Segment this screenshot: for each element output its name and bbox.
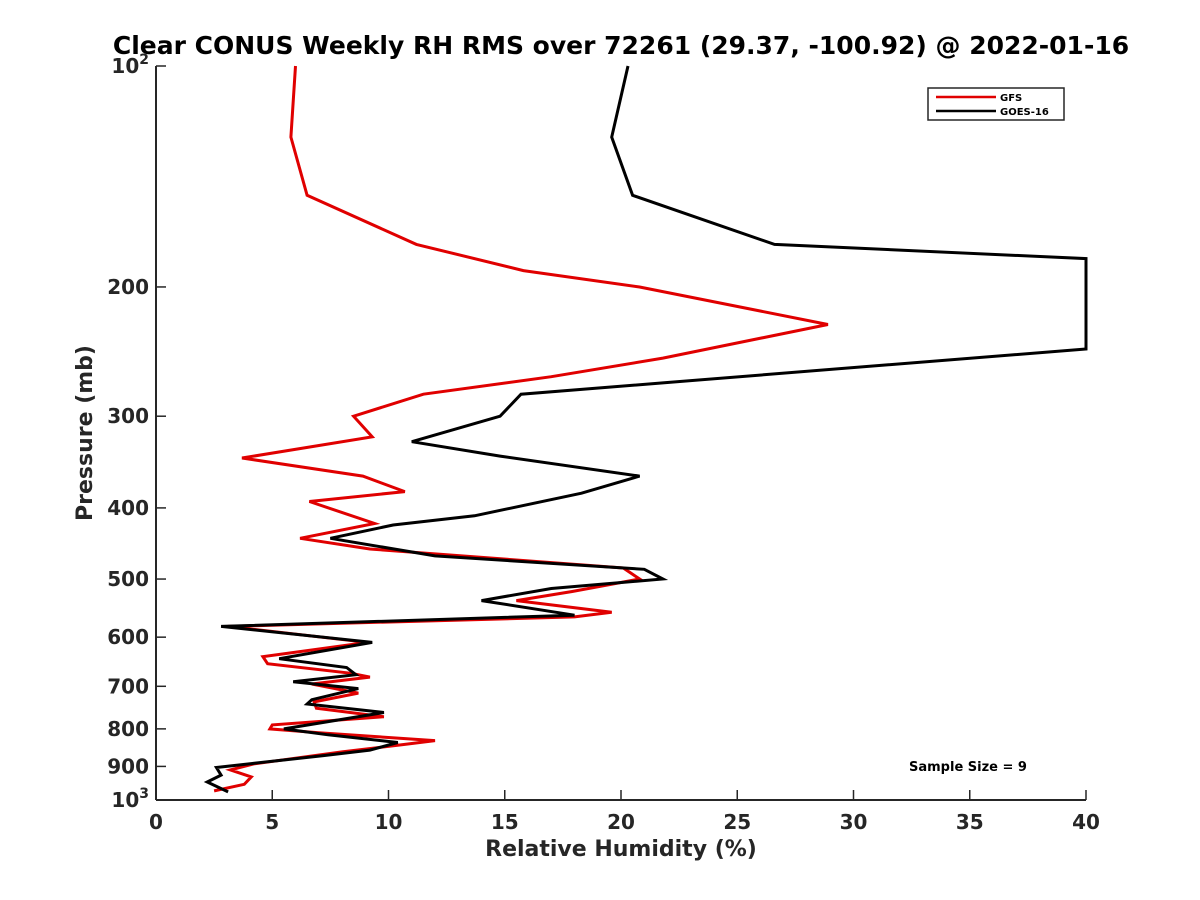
series-layer: [203, 65, 1088, 794]
x-tick-label: 10: [375, 810, 403, 834]
x-axis-label: Relative Humidity (%): [485, 837, 757, 862]
legend-label-gfs: GFS: [1000, 93, 1022, 104]
legend-box: [927, 87, 1065, 121]
y-tick-label: 200: [107, 275, 149, 299]
y-tick-label: 400: [107, 496, 149, 520]
x-ticks: 0 5 10 15 20 25 30 35 40: [149, 790, 1100, 834]
y-axis-label: Pressure (mb): [73, 345, 98, 521]
x-tick-label: 5: [265, 810, 279, 834]
y-tick-label: 800: [107, 717, 149, 741]
legend-label-goes-16: GOES-16: [1000, 107, 1049, 118]
x-tick-label: 35: [956, 810, 984, 834]
y-tick-label: 300: [107, 404, 149, 428]
x-tick-label: 30: [840, 810, 868, 834]
x-tick-label: 0: [149, 810, 163, 834]
x-tick-label: 40: [1072, 810, 1100, 834]
x-tick-label: 20: [607, 810, 635, 834]
series-line-gfs: [213, 65, 829, 793]
y-tick-label: 103: [111, 786, 149, 812]
x-tick-label: 25: [723, 810, 751, 834]
x-tick-label: 15: [491, 810, 519, 834]
legend: GFS GOES-16: [927, 87, 1065, 121]
y-tick-label: 102: [111, 52, 149, 78]
series-line-goes-16: [203, 65, 1088, 794]
plot-area: [156, 66, 1086, 800]
y-tick-label: 700: [107, 674, 149, 698]
y-tick-label: 600: [107, 625, 149, 649]
chart-title: Clear CONUS Weekly RH RMS over 72261 (29…: [113, 31, 1129, 60]
sample-size-annotation: Sample Size = 9: [909, 760, 1027, 775]
y-tick-label: 900: [107, 754, 149, 778]
y-ticks: 102 200 300 400 500 600 700 800 900 103: [107, 52, 166, 812]
y-tick-label: 500: [107, 567, 149, 591]
